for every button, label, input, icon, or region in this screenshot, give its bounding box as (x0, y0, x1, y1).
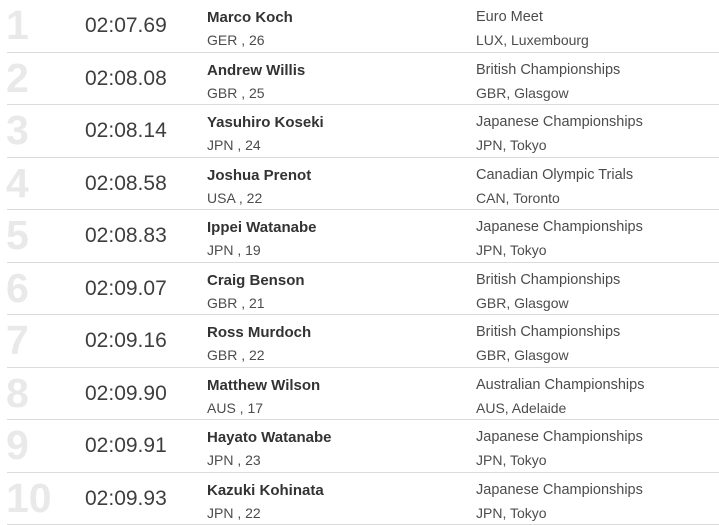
table-row: 4 02:08.58 Joshua Prenot USA , 22 Canadi… (0, 157, 719, 211)
table-row: 2 02:08.08 Andrew Willis GBR , 25 Britis… (0, 52, 719, 106)
rank-number: 4 (6, 159, 29, 206)
swim-time: 02:09.91 (85, 434, 167, 458)
meet-location: AUS, Adelaide (476, 399, 567, 416)
meet-name: Euro Meet (476, 9, 543, 25)
meet-location: GBR, Glasgow (476, 347, 569, 363)
swimmer-nation-age: JPN , 19 (207, 242, 261, 258)
swimmer-cell: Ross Murdoch GBR , 22 (207, 315, 476, 368)
table-row: 8 02:09.90 Matthew Wilson AUS , 17 Austr… (0, 367, 719, 421)
swim-time: 02:08.83 (85, 224, 167, 248)
swimmer-nation-age: JPN , 23 (207, 452, 261, 468)
table-row: 1 02:07.69 Marco Koch GER , 26 Euro Meet… (0, 0, 719, 53)
table-row: 9 02:09.91 Hayato Watanabe JPN , 23 Japa… (0, 420, 719, 473)
swimmer-nation-age: AUS , 17 (207, 399, 264, 416)
swimmer-cell: Matthew Wilson AUS , 17 (207, 368, 476, 421)
swimmer-name: Kazuki Kohinata (207, 481, 324, 499)
table-row: 7 02:09.16 Ross Murdoch GBR , 22 British… (0, 315, 719, 368)
rank-number: 6 (6, 264, 29, 311)
table-row: 6 02:09.07 Craig Benson GBR , 21 British… (0, 262, 719, 316)
swimmer-nation-age: JPN , 24 (207, 137, 261, 153)
meet-location: GBR, Glasgow (476, 294, 569, 311)
swimmer-name: Andrew Willis (207, 61, 306, 79)
swimmer-name: Hayato Watanabe (207, 429, 332, 446)
meet-name: British Championships (476, 271, 621, 288)
swimmer-cell: Craig Benson GBR , 21 (207, 263, 476, 316)
meet-location: JPN, Tokyo (476, 504, 547, 521)
swimmer-cell: Joshua Prenot USA , 22 (207, 158, 476, 211)
meet-location: GBR, Glasgow (476, 84, 569, 101)
swimmer-name: Craig Benson (207, 271, 305, 289)
swim-time: 02:09.93 (85, 486, 167, 510)
rank-number: 5 (6, 212, 29, 258)
swimmer-nation-age: GER , 26 (207, 32, 265, 48)
swimmer-cell: Hayato Watanabe JPN , 23 (207, 420, 476, 473)
swimmer-cell: Andrew Willis GBR , 25 (207, 53, 476, 106)
meet-location: CAN, Toronto (476, 189, 560, 206)
rank-number: 7 (6, 317, 29, 363)
table-row: 3 02:08.14 Yasuhiro Koseki JPN , 24 Japa… (0, 105, 719, 158)
rank-number: 8 (6, 369, 29, 416)
swimmer-nation-age: GBR , 22 (207, 347, 265, 363)
swimmer-nation-age: USA , 22 (207, 189, 263, 206)
rank-number: 9 (6, 422, 29, 468)
swimmer-cell: Ippei Watanabe JPN , 19 (207, 210, 476, 263)
meet-cell: Euro Meet LUX, Luxembourg (476, 0, 719, 53)
swimmer-name: Joshua Prenot (207, 166, 312, 184)
swimmer-nation-age: GBR , 25 (207, 84, 265, 101)
rank-number: 1 (6, 2, 29, 48)
meet-name: Japanese Championships (476, 219, 643, 235)
meet-location: JPN, Tokyo (476, 242, 547, 258)
swimmer-name: Ross Murdoch (207, 324, 312, 341)
swimmer-nation-age: GBR , 21 (207, 294, 265, 311)
meet-cell: British Championships GBR, Glasgow (476, 263, 719, 316)
meet-location: JPN, Tokyo (476, 452, 547, 468)
swimmer-name: Yasuhiro Koseki (207, 114, 324, 131)
meet-cell: Japanese Championships JPN, Tokyo (476, 105, 719, 158)
meet-cell: Japanese Championships JPN, Tokyo (476, 210, 719, 263)
meet-cell: Japanese Championships JPN, Tokyo (476, 420, 719, 473)
swim-time: 02:08.14 (85, 119, 167, 143)
meet-name: Australian Championships (476, 376, 645, 393)
swimmer-nation-age: JPN , 22 (207, 504, 261, 521)
table-row: 10 02:09.93 Kazuki Kohinata JPN , 22 Jap… (0, 472, 719, 525)
meet-name: Japanese Championships (476, 114, 643, 130)
meet-name: British Championships (476, 324, 621, 340)
rank-number: 10 (6, 474, 52, 521)
rank-number: 2 (6, 54, 29, 101)
meet-cell: British Championships GBR, Glasgow (476, 53, 719, 106)
swimmer-name: Matthew Wilson (207, 376, 321, 394)
swimmer-name: Ippei Watanabe (207, 219, 317, 236)
meet-cell: British Championships GBR, Glasgow (476, 315, 719, 368)
meet-cell: Canadian Olympic Trials CAN, Toronto (476, 158, 719, 211)
table-row: 5 02:08.83 Ippei Watanabe JPN , 19 Japan… (0, 210, 719, 263)
meet-name: British Championships (476, 61, 621, 78)
meet-cell: Japanese Championships JPN, Tokyo (476, 473, 719, 525)
swimmer-name: Marco Koch (207, 9, 293, 26)
swim-time: 02:09.90 (85, 381, 167, 405)
rank-number: 3 (6, 107, 29, 153)
meet-location: LUX, Luxembourg (476, 32, 589, 48)
swimmer-cell: Yasuhiro Koseki JPN , 24 (207, 105, 476, 158)
meet-cell: Australian Championships AUS, Adelaide (476, 368, 719, 421)
swim-time: 02:08.08 (85, 66, 167, 90)
swim-time: 02:09.16 (85, 329, 167, 353)
meet-name: Japanese Championships (476, 481, 643, 498)
meet-name: Canadian Olympic Trials (476, 166, 634, 183)
meet-name: Japanese Championships (476, 429, 643, 445)
swim-time: 02:09.07 (85, 276, 167, 300)
meet-location: JPN, Tokyo (476, 137, 547, 153)
swim-time: 02:08.58 (85, 171, 167, 195)
swimmer-cell: Kazuki Kohinata JPN , 22 (207, 473, 476, 525)
swim-time: 02:07.69 (85, 14, 167, 38)
swimmer-cell: Marco Koch GER , 26 (207, 0, 476, 53)
